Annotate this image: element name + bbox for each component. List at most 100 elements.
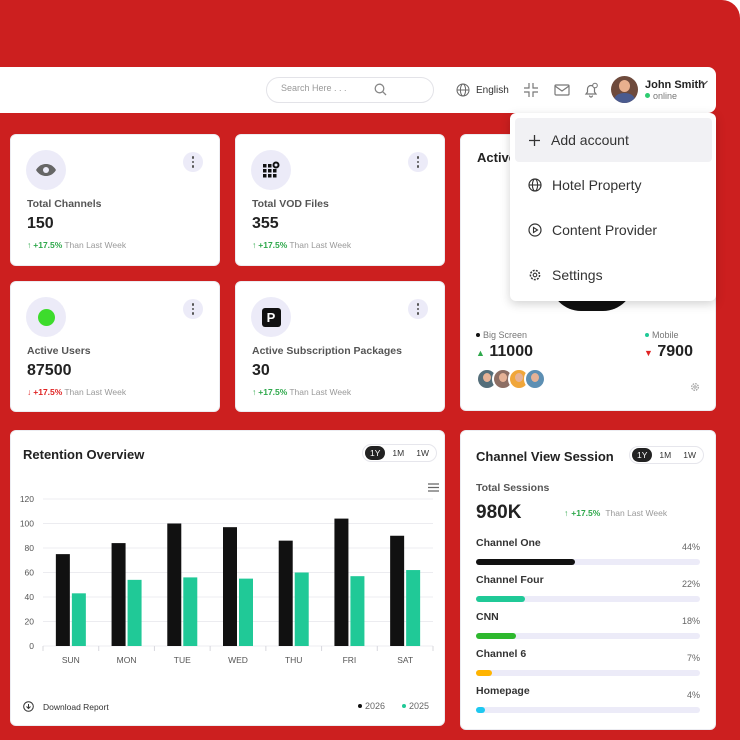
mail-icon[interactable] [554,82,570,98]
search-box[interactable] [266,77,434,103]
retention-range-selector: 1Y 1M 1W [362,444,437,462]
range-1w-button[interactable]: 1W [416,448,429,458]
mobile-label: Mobile [652,330,679,340]
bar-2025-wed [239,578,253,646]
big-screen-value: ▲ 11000 [476,343,533,360]
big-screen-number: 11000 [489,343,533,360]
globe-icon [528,178,542,192]
language-selector[interactable]: English [456,83,509,97]
stat-change: +17.5% [33,387,63,397]
mobile-legend: Mobile [645,330,679,340]
chevron-down-icon[interactable] [700,78,709,87]
stat-trend: ↓ +17.5% Than Last Week [27,387,126,397]
y-tick-label: 40 [25,592,35,602]
stat-card-active-users: Active Users 87500 ↓ +17.5% Than Last Week [10,281,220,412]
download-label: Download Report [43,701,109,712]
sessions-trend: ↑ +17.5% Than Last Week [564,508,667,518]
channel-name: Homepage [476,685,530,697]
grid-lock-icon [251,150,291,190]
range-1m-button[interactable]: 1M [392,448,405,458]
big-screen-legend: Big Screen [476,330,527,340]
arrow-up-icon: ↑ [27,240,32,250]
channel-progress-fill [476,559,575,565]
x-tick-label: SAT [397,655,413,665]
more-options-icon[interactable] [408,152,428,172]
stat-label: Total Channels [27,198,102,210]
x-tick-label: THU [285,655,302,665]
account-dropdown-menu: Add account Hotel Property Content Provi… [510,113,716,301]
channel-progress-track [476,559,700,565]
mobile-number: 7900 [657,343,693,360]
bar-2026-sat [390,535,405,646]
menu-item-label: Content Provider [552,222,658,238]
download-icon [23,701,34,712]
menu-item-hotel-property[interactable]: Hotel Property [515,163,712,207]
channel-name: Channel Four [476,574,544,586]
chart-menu-icon[interactable] [428,483,439,492]
menu-item-label: Add account [551,132,629,148]
bar-2026-tue [167,523,182,646]
avatar[interactable] [611,76,638,103]
menu-item-content-provider[interactable]: Content Provider [515,208,712,252]
x-tick-label: WED [228,655,248,665]
user-avatars [476,368,546,390]
channel-percent: 18% [681,616,700,626]
parking-icon: P [251,297,291,337]
mobile-value: ▼ 7900 [644,343,693,360]
channel-percent: 7% [686,653,700,663]
range-1y-button[interactable]: 1Y [365,446,386,460]
legend-label: 2026 [365,701,386,711]
search-input[interactable] [281,83,391,93]
y-tick-label: 120 [20,494,34,504]
stat-change: +17.5% [258,387,288,397]
notification-bell-icon[interactable] [583,82,599,98]
arrow-up-icon: ↑ [252,387,257,397]
range-1m-button[interactable]: 1M [659,450,672,460]
stat-label: Active Subscription Packages [252,345,402,357]
range-1y-button[interactable]: 1Y [632,448,653,462]
bar-2026-thu [278,540,293,646]
stat-period: Than Last Week [289,240,352,250]
user-name: John Smith [645,78,705,91]
bar-2026-mon [111,543,126,646]
channel-percent: 44% [681,542,700,552]
channel-percent: 4% [686,690,700,700]
retention-bar-chart: 0 20 40 60 80 100 120 SUN MON TUE WED THU FRI SAT [20,494,434,665]
y-tick-label: 0 [29,641,34,651]
total-sessions-value: 980K [476,502,522,523]
y-tick-label: 60 [25,568,35,578]
bar-2025-sat [406,570,421,646]
stat-value: 150 [27,215,54,232]
bar-2025-fri [350,576,365,646]
menu-item-add-account[interactable]: Add account [515,118,712,162]
settings-gear-icon[interactable] [690,382,700,392]
more-options-icon[interactable] [183,299,203,319]
online-dot-icon [645,93,650,98]
menu-item-label: Settings [552,267,603,283]
menu-item-settings[interactable]: Settings [515,253,712,297]
user-status-label: online [653,90,678,101]
minimize-icon[interactable] [523,82,539,98]
more-options-icon[interactable] [183,152,203,172]
stat-label: Active Users [27,345,91,357]
channel-view-session-card [460,430,716,730]
bar-2025-sun [71,593,86,646]
bar-2025-tue [183,577,198,646]
arrow-up-icon: ↑ [564,508,569,518]
plus-icon [529,134,540,146]
gear-icon [529,269,541,281]
stat-value: 87500 [27,362,72,379]
green-dot-icon [26,297,66,337]
globe-icon [456,83,470,97]
x-tick-label: FRI [343,655,357,665]
search-icon[interactable] [374,83,387,96]
range-1w-button[interactable]: 1W [683,450,696,460]
user-profile[interactable]: John Smith online [611,76,705,103]
download-report-button[interactable]: Download Report [23,701,109,712]
big-screen-label: Big Screen [483,330,528,340]
channel-percent: 22% [681,579,700,589]
bar-2026-wed [223,527,237,646]
sessions-title: Channel View Session [476,449,614,464]
more-options-icon[interactable] [408,299,428,319]
retention-title: Retention Overview [23,447,145,462]
